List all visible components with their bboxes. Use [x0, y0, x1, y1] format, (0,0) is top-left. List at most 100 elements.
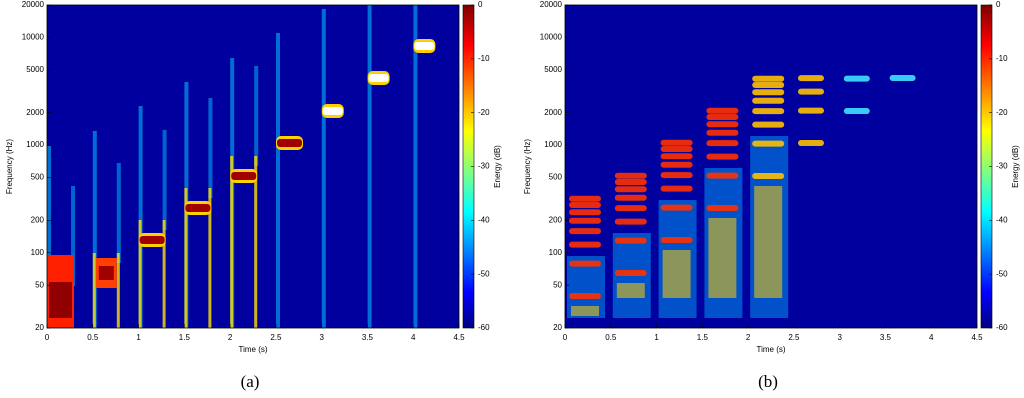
- x-tick-label: 4: [929, 333, 934, 342]
- colorbar-tick-label: 0: [478, 0, 483, 9]
- offset-streak: [254, 66, 259, 166]
- y-tick-label: 5000: [544, 65, 562, 74]
- edge: [92, 253, 96, 328]
- note-energy: [414, 42, 435, 50]
- colorbar-tick-label: -60: [478, 323, 490, 332]
- caption: (b): [758, 372, 778, 391]
- harmonic-energy: [706, 114, 739, 121]
- offset-streak: [162, 130, 167, 230]
- x-tick-label: 2.5: [270, 333, 282, 342]
- y-tick-label: 1000: [544, 140, 562, 149]
- x-tick-label: 1: [136, 333, 141, 342]
- harmonic-energy: [706, 172, 739, 179]
- colorbar-tick-label: -50: [478, 269, 490, 278]
- harmonic-energy: [569, 260, 601, 267]
- y-tick-label: 2000: [26, 108, 44, 117]
- x-tick-label: 0: [45, 333, 50, 342]
- y-tick-label: 50: [553, 280, 562, 289]
- note-energy: [49, 282, 72, 318]
- harmonic-energy: [660, 139, 693, 146]
- harmonic-energy: [614, 218, 647, 225]
- colorbar-tick-label: -40: [478, 215, 490, 224]
- harmonic-energy: [752, 75, 785, 82]
- onset-streak: [138, 106, 143, 328]
- noise-energy: [708, 218, 737, 298]
- y-axis-label: Frequency (Hz): [5, 139, 14, 194]
- x-tick-label: 4: [411, 333, 416, 342]
- harmonic-energy: [569, 217, 601, 224]
- plot-frame: [564, 4, 978, 329]
- harmonic-energy: [843, 75, 870, 82]
- harmonic-energy: [706, 140, 739, 147]
- harmonic-energy: [706, 205, 739, 211]
- x-tick-label: 0.5: [605, 333, 617, 342]
- x-tick-label: 3.5: [880, 333, 892, 342]
- harmonic-energy: [752, 89, 785, 96]
- caption: (a): [241, 372, 260, 391]
- x-tick-label: 3: [837, 333, 842, 342]
- x-tick-label: 0.5: [87, 333, 99, 342]
- harmonic-energy: [614, 186, 647, 193]
- x-tick-label: 1.5: [179, 333, 191, 342]
- harmonic-energy: [752, 140, 785, 147]
- note-energy: [185, 204, 211, 212]
- y-tick-label: 200: [549, 215, 563, 224]
- harmonic-energy: [569, 228, 601, 235]
- y-tick-label: 50: [35, 280, 44, 289]
- noise-energy: [571, 306, 599, 316]
- y-tick-label: 2000: [544, 108, 562, 117]
- y-tick-label: 10000: [22, 33, 45, 42]
- harmonic-energy: [752, 108, 785, 115]
- y-tick-label: 20000: [22, 0, 45, 9]
- y-tick-label: 500: [549, 173, 563, 182]
- harmonic-energy: [614, 172, 647, 179]
- colorbar-tick-label: -10: [996, 54, 1008, 63]
- harmonic-energy: [706, 121, 739, 128]
- colorbar-tick-label: -30: [478, 162, 490, 171]
- offset-streak: [116, 163, 121, 263]
- noise-energy: [754, 186, 783, 298]
- note-energy: [277, 139, 302, 147]
- harmonic-energy: [660, 172, 693, 179]
- y-tick-label: 100: [31, 248, 45, 257]
- spectrogram: [567, 75, 916, 318]
- harmonic-energy: [614, 194, 647, 201]
- harmonic-energy: [660, 237, 693, 243]
- harmonic-energy: [798, 107, 824, 114]
- harmonic-energy: [660, 204, 693, 211]
- offset-streak: [208, 98, 213, 198]
- harmonic-energy: [614, 205, 647, 212]
- colorbar-tick-label: -20: [478, 108, 490, 117]
- onset-streak: [92, 131, 97, 328]
- y-tick-label: 20000: [540, 0, 563, 9]
- onset-streak: [413, 5, 418, 328]
- onset-streak: [367, 5, 372, 328]
- harmonic-energy: [614, 237, 647, 244]
- harmonic-energy: [798, 140, 824, 146]
- harmonic-energy: [798, 75, 824, 82]
- colorbar-tick-label: -40: [996, 215, 1008, 224]
- y-tick-label: 20: [35, 323, 44, 332]
- plot-frame: [46, 4, 460, 329]
- harmonic-energy: [706, 129, 739, 136]
- x-tick-label: 4.5: [971, 333, 983, 342]
- colorbar-label: Energy (dB): [1011, 145, 1020, 188]
- harmonic-energy: [752, 121, 785, 128]
- harmonic-energy: [706, 153, 739, 160]
- edge: [138, 220, 142, 328]
- harmonic-energy: [706, 107, 739, 114]
- harmonic-energy: [752, 82, 785, 89]
- edge: [230, 156, 234, 328]
- x-tick-label: 1.5: [697, 333, 709, 342]
- x-tick-label: 1: [654, 333, 659, 342]
- note-energy: [98, 266, 114, 280]
- harmonic-energy: [660, 185, 693, 192]
- edge: [184, 188, 188, 328]
- noise-energy: [662, 250, 691, 298]
- edge: [116, 253, 120, 328]
- note-energy: [139, 236, 165, 244]
- harmonic-energy: [569, 209, 601, 216]
- y-tick-label: 1000: [26, 140, 44, 149]
- harmonic-energy: [843, 108, 870, 114]
- harmonic-energy: [660, 161, 693, 168]
